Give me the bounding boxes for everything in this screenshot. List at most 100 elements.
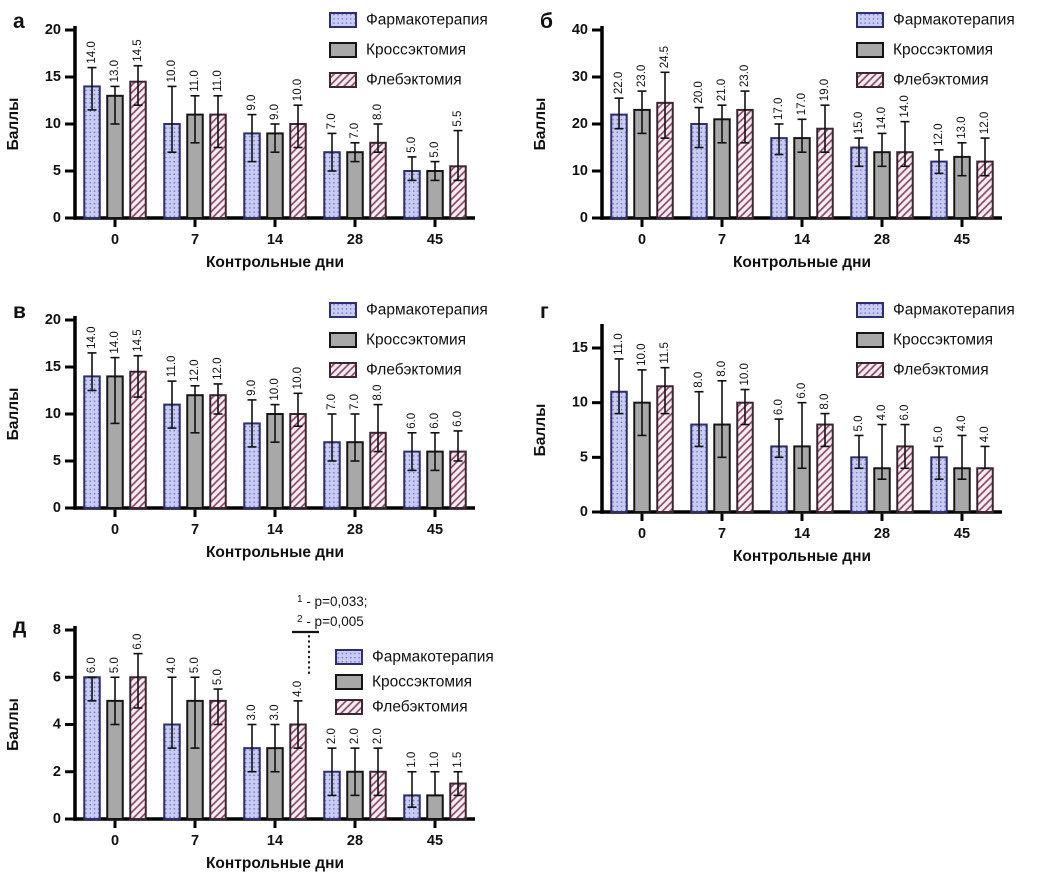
legend-swatch <box>856 42 884 58</box>
chart-svg-г: 0 5 10 15 Баллы 0 11.0 10.0 11.5 7 8.0 8.0 10.0 14 6.0… <box>532 300 1015 565</box>
x-axis-title: Контрольные дни <box>206 544 344 561</box>
bar-value-label: 13.0 <box>956 116 968 138</box>
legend-label: Фармакотерапия <box>893 302 1015 319</box>
bar-value-label: 5.0 <box>853 415 865 431</box>
x-tick-label: 28 <box>347 522 363 538</box>
panel-label: б <box>540 10 553 33</box>
legend-swatch <box>329 302 357 318</box>
x-tick-label: 45 <box>954 526 970 542</box>
bar-value-label: 22.0 <box>613 72 625 94</box>
x-tick-label: 45 <box>427 522 443 538</box>
x-tick-label: 0 <box>111 833 119 849</box>
legend-swatch <box>856 362 884 378</box>
legend-label: Фармакотерапия <box>372 649 494 666</box>
legend-swatch <box>335 674 363 690</box>
bar-value-label: 6.0 <box>899 405 911 421</box>
y-axis-title: Баллы <box>532 404 549 457</box>
bar-value-label: 14.0 <box>876 107 888 129</box>
annotation-line: 2 - p=0,005 <box>297 614 364 629</box>
bar-value-label: 4.0 <box>292 681 304 697</box>
chart-svg-а: 0 5 10 15 20 Баллы 0 14.0 13.0 14.5 7 10.0 11.0 11.0 1… <box>5 10 488 271</box>
legend-label: Фармакотерапия <box>366 12 488 29</box>
bar-value-label: 10.0 <box>739 363 751 385</box>
bar-value-label: 10.0 <box>292 367 304 389</box>
x-tick-label: 28 <box>874 526 890 542</box>
chart-panel-b: 0 10 20 30 40 Баллы 0 22.0 23.0 24.5 7 20.0 21.0 23.0… <box>527 0 1053 290</box>
bar <box>976 467 994 513</box>
bar <box>289 413 307 509</box>
y-tick-label: 10 <box>572 395 588 411</box>
y-tick-label: 0 <box>53 811 61 827</box>
y-tick-label: 10 <box>45 406 61 422</box>
bar-value-label: 1.0 <box>406 752 418 768</box>
bar-value-label: 4.0 <box>876 405 888 421</box>
bar-value-label: 8.0 <box>372 385 384 401</box>
bar-value-label: 6.0 <box>132 634 144 650</box>
bar-value-label: 23.0 <box>739 65 751 87</box>
y-tick-label: 40 <box>572 22 588 38</box>
bar-value-label: 14.5 <box>132 39 144 61</box>
chart-panel-a: 0 5 10 15 20 Баллы 0 14.0 13.0 14.5 7 10.0 11.0 11.0 1… <box>0 0 526 290</box>
bar-value-label: 11.0 <box>189 70 201 92</box>
legend-item: Кроссэктомия <box>335 674 472 691</box>
x-tick-label: 28 <box>874 232 890 248</box>
bar-value-label: 10.0 <box>269 378 281 400</box>
bar-value-label: 5.0 <box>933 426 945 442</box>
bar-value-label: 8.0 <box>693 372 705 388</box>
bar-value-label: 14.0 <box>899 95 911 117</box>
bar <box>426 794 444 820</box>
legend-label: Кроссэктомия <box>893 42 993 59</box>
bar-value-label: 6.0 <box>452 411 464 427</box>
y-tick-label: 2 <box>53 764 61 780</box>
x-tick-label: 7 <box>191 522 199 538</box>
panel-label: а <box>13 10 25 33</box>
y-axis-title: Баллы <box>5 698 22 751</box>
x-tick-label: 14 <box>267 522 283 538</box>
bar-value-label: 11.5 <box>659 342 671 364</box>
bar-value-label: 6.0 <box>86 657 98 673</box>
bar-value-label: 2.0 <box>326 728 338 744</box>
y-tick-label: 0 <box>580 210 588 226</box>
bar-value-label: 24.5 <box>659 46 671 68</box>
y-tick-label: 4 <box>53 717 61 733</box>
x-axis-title: Контрольные дни <box>733 254 871 271</box>
bar-value-label: 6.0 <box>796 383 808 399</box>
x-tick-label: 0 <box>111 232 119 248</box>
bar-value-label: 8.0 <box>372 104 384 120</box>
bar <box>369 141 387 219</box>
y-axis-title: Баллы <box>532 98 549 151</box>
x-tick-label: 0 <box>638 232 646 248</box>
bar-value-label: 14.5 <box>132 329 144 351</box>
y-tick-label: 5 <box>580 449 588 465</box>
legend-item: Кроссэктомия <box>329 332 466 349</box>
x-axis-title: Контрольные дни <box>206 254 344 271</box>
y-tick-label: 5 <box>53 163 61 179</box>
bar-value-label: 4.0 <box>979 426 991 442</box>
x-tick-label: 45 <box>427 232 443 248</box>
legend-label: Фармакотерапия <box>893 12 1015 29</box>
legend-item: Флебэктомия <box>329 362 462 379</box>
bar-value-label: 3.0 <box>246 705 258 721</box>
bar-value-label: 9.0 <box>246 380 258 396</box>
x-tick-label: 7 <box>718 526 726 542</box>
bar-value-label: 5.0 <box>429 142 441 158</box>
bar-value-label: 11.0 <box>613 333 625 355</box>
bar-value-label: 15.0 <box>853 112 865 134</box>
y-tick-label: 0 <box>580 504 588 520</box>
bar-value-label: 12.0 <box>212 358 224 380</box>
legend-swatch <box>856 72 884 88</box>
bar-value-label: 7.0 <box>349 123 361 139</box>
bar-value-label: 3.0 <box>269 705 281 721</box>
y-tick-label: 6 <box>53 669 61 685</box>
annotation-line: 1 - p=0,033; <box>297 594 368 609</box>
legend-label: Кроссэктомия <box>372 674 472 691</box>
x-tick-label: 14 <box>794 232 810 248</box>
x-tick-label: 28 <box>347 232 363 248</box>
bar-value-label: 17.0 <box>773 98 785 120</box>
chart-svg-д: 0 2 4 6 8 Баллы 0 6.0 5.0 6.0 7 4.0 5.0 5.0 14 3.0 3.0 4.… <box>5 594 494 872</box>
legend-label: Кроссэктомия <box>366 42 466 59</box>
legend-label: Флебэктомия <box>366 362 462 379</box>
x-tick-label: 45 <box>427 833 443 849</box>
bar-value-label: 9.0 <box>269 104 281 120</box>
